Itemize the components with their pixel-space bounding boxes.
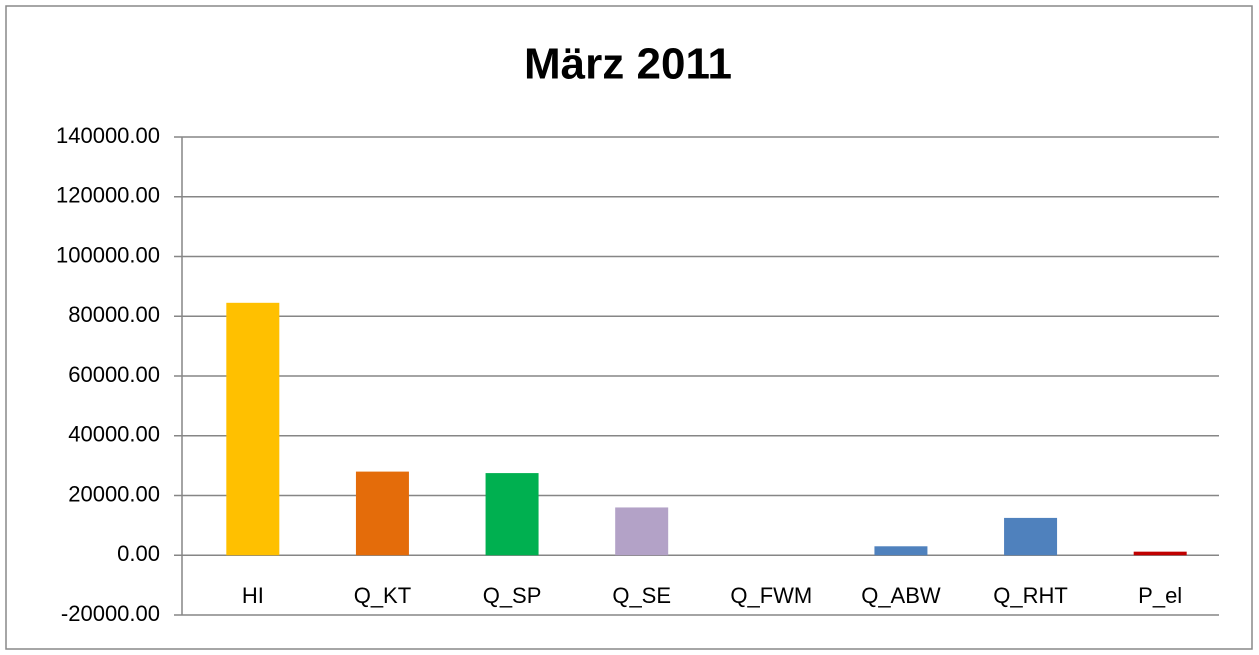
x-tick-label: HI [242,583,264,608]
x-tick-label: Q_SE [612,583,671,608]
y-tick-label: 80000.00 [68,302,160,327]
bar [1004,517,1058,556]
bar [355,471,409,556]
x-tick-label: Q_KT [354,583,411,608]
bar [615,507,669,556]
y-tick-label: 0.00 [117,541,160,566]
x-tick-label: Q_FWM [730,583,812,608]
y-tick-label: 60000.00 [68,362,160,387]
y-tick-label: 140000.00 [56,123,160,148]
y-tick-label: 20000.00 [68,481,160,506]
x-tick-label: Q_SP [483,583,542,608]
x-tick-label: Q_ABW [861,583,941,608]
bar [874,546,928,556]
y-tick-label: 100000.00 [56,242,160,267]
bar [1133,551,1187,556]
x-tick-label: Q_RHT [993,583,1068,608]
y-tick-label: 120000.00 [56,183,160,208]
bar [226,302,280,556]
y-tick-label: 40000.00 [68,422,160,447]
x-tick-label: P_el [1138,583,1182,608]
chart-title: März 2011 [524,40,732,89]
y-tick-label: -20000.00 [61,601,160,626]
bar [485,473,539,556]
